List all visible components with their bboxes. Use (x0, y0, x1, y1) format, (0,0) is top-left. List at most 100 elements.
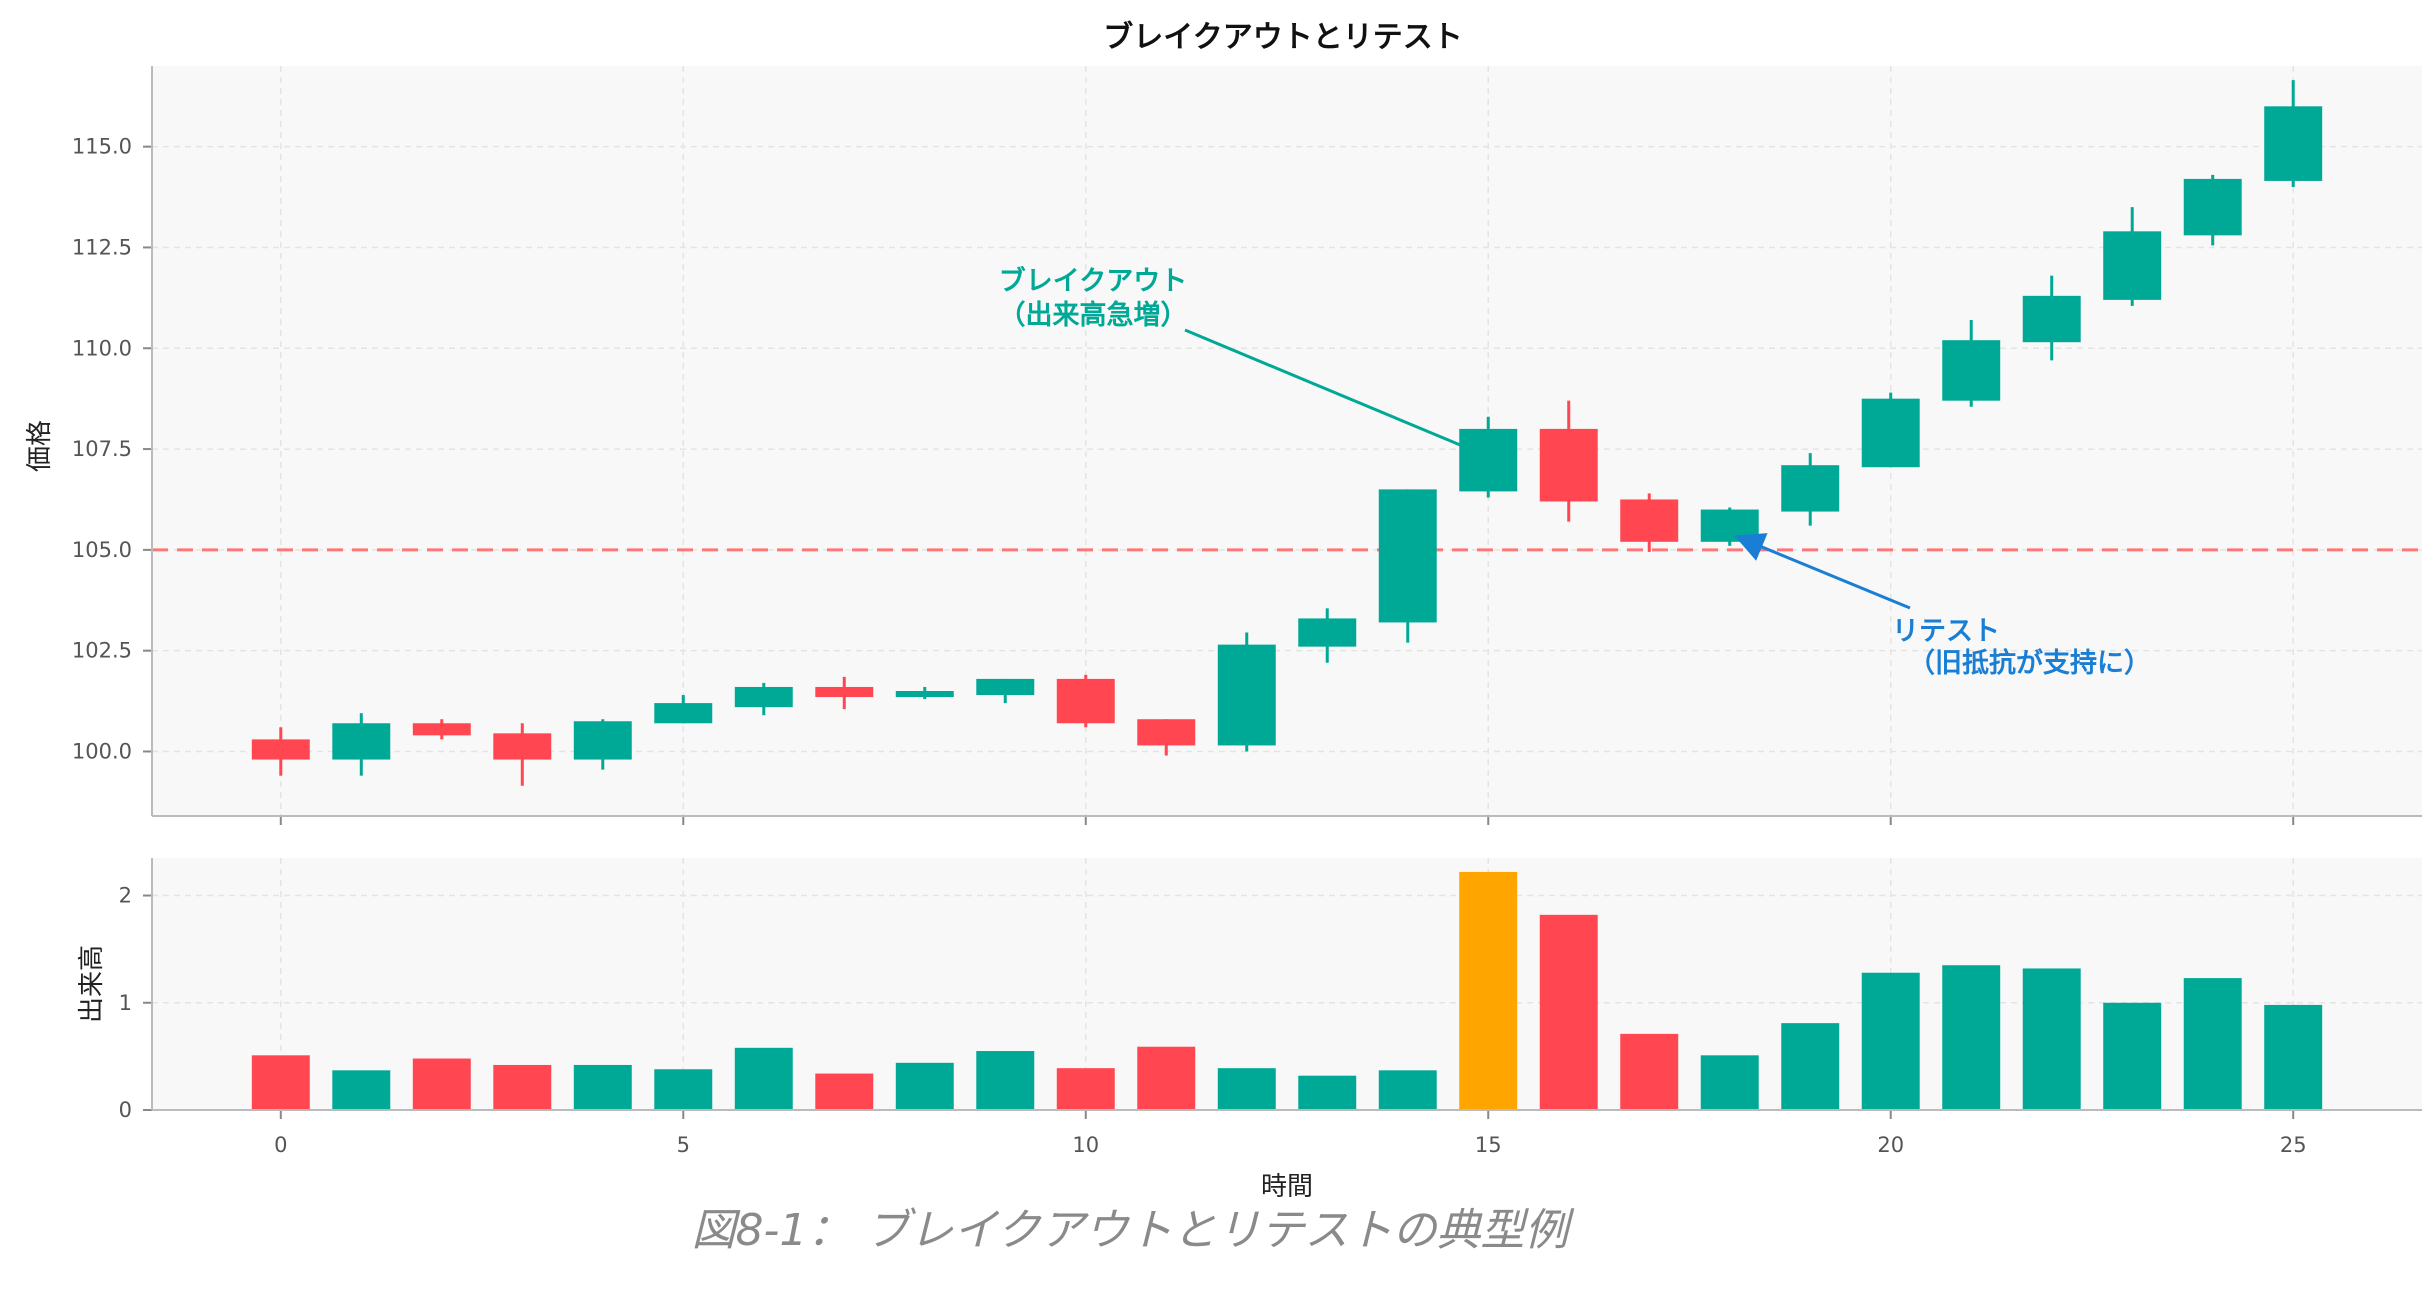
candle-24 (2183, 174, 2242, 246)
price-y-tick-label: 112.5 (72, 235, 132, 259)
breakout-annotation-line (1184, 328, 1461, 447)
candle-body (2103, 231, 2162, 300)
candle-1 (332, 713, 391, 776)
volume-bar-6 (734, 1047, 793, 1110)
volume-y-tick-label: 2 (119, 884, 132, 908)
candle-body (1459, 428, 1518, 492)
x-tick-label: 25 (2280, 1133, 2307, 1157)
candle-body (493, 733, 552, 760)
volume-bar-10 (1056, 1068, 1115, 1110)
candle-0 (251, 727, 310, 776)
candle-2 (412, 719, 471, 740)
volume-bar-8 (895, 1062, 954, 1110)
candle-body (1620, 499, 1679, 542)
retest-annotation-arrow (1734, 533, 1911, 610)
price-x-tick-marks (279, 816, 2295, 825)
x-tick-label: 0 (274, 1133, 287, 1157)
price-y-ticks: 100.0 102.5 105.0 107.5 110.0 112.5 115.0 (72, 135, 152, 763)
volume-bar-14 (1378, 1070, 1437, 1110)
price-panel-background (152, 66, 2422, 816)
volume-bar-25 (2264, 1004, 2323, 1110)
price-y-axis-label: 価格 (25, 420, 55, 472)
candle-10 (1056, 674, 1115, 728)
candle-body (734, 686, 793, 708)
volume-bar-20 (1861, 972, 1920, 1110)
breakout-annotation-text: ブレイクアウト (999, 265, 1187, 297)
price-y-tick-label: 110.0 (72, 336, 132, 360)
x-tick-label: 20 (1877, 1133, 1904, 1157)
volume-bar-17 (1620, 1033, 1679, 1110)
candle-body (1861, 398, 1920, 468)
candle-body (1137, 719, 1196, 746)
volume-bar-15 (1459, 871, 1518, 1110)
volume-bar-7 (815, 1073, 874, 1110)
breakout-annotation-text: （出来高急増） (999, 299, 1188, 331)
candle-body (2022, 295, 2081, 343)
candle-body (1700, 509, 1759, 542)
candle-body (1056, 678, 1115, 724)
candle-body (573, 721, 632, 760)
candle-9 (976, 678, 1035, 704)
volume-y-ticks: 0 1 2 (119, 884, 152, 1122)
volume-bar-series (251, 871, 2323, 1110)
candle-5 (654, 695, 713, 724)
candle-13 (1298, 608, 1357, 663)
candle-body (1378, 489, 1437, 623)
candle-body (2264, 106, 2323, 181)
volume-bar-3 (493, 1064, 552, 1110)
candle-body (1298, 618, 1357, 647)
candle-15 (1459, 416, 1518, 498)
chart-title: ブレイクアウトとリテスト (1103, 20, 1462, 55)
candle-14 (1378, 489, 1437, 643)
volume-bar-22 (2022, 968, 2081, 1110)
candle-25 (2264, 80, 2323, 187)
candle-19 (1781, 453, 1840, 526)
candle-body (251, 739, 310, 760)
volume-y-tick-label: 1 (119, 991, 132, 1015)
x-tick-label: 5 (677, 1133, 690, 1157)
volume-bar-4 (573, 1064, 632, 1110)
volume-bar-9 (976, 1051, 1035, 1110)
candle-12 (1217, 632, 1276, 752)
candlestick-series (251, 80, 2323, 786)
volume-bar-12 (1217, 1068, 1276, 1110)
price-y-tick-label: 102.5 (72, 639, 132, 663)
price-y-tick-label: 107.5 (72, 437, 132, 461)
candle-17 (1620, 493, 1679, 552)
candle-body (815, 686, 874, 698)
candle-20 (1861, 392, 1920, 468)
volume-bar-18 (1700, 1055, 1759, 1110)
candle-body (1217, 644, 1276, 746)
retest-annotation-text: リテスト (1892, 616, 2000, 647)
volume-x-ticks: 0 5 10 15 20 25 (274, 1110, 2307, 1157)
candle-body (895, 691, 954, 698)
volume-bar-1 (332, 1070, 391, 1110)
volume-bar-13 (1298, 1075, 1357, 1110)
price-y-tick-label: 100.0 (72, 739, 132, 763)
candle-3 (493, 723, 552, 786)
candle-11 (1137, 719, 1196, 756)
candle-4 (573, 719, 632, 770)
retest-annotation-text: （旧抵抗が支持に） (1908, 647, 2151, 679)
candle-8 (895, 686, 954, 700)
x-tick-label: 10 (1072, 1133, 1099, 1157)
volume-bar-21 (1942, 965, 2001, 1110)
candle-body (1942, 340, 2001, 401)
volume-bar-24 (2183, 978, 2242, 1110)
volume-bar-19 (1781, 1023, 1840, 1110)
annotations: ブレイクアウト（出来高急増） リテスト（旧抵抗が支持に） (999, 265, 2152, 679)
price-y-tick-label: 115.0 (72, 135, 132, 159)
candle-body (654, 703, 713, 724)
volume-bar-0 (251, 1055, 310, 1110)
volume-y-tick-label: 0 (119, 1098, 132, 1122)
candle-body (2183, 178, 2242, 236)
candle-body (1781, 465, 1840, 512)
candle-23 (2103, 207, 2162, 306)
candle-body (1539, 428, 1598, 502)
volume-bar-23 (2103, 1002, 2162, 1110)
volume-bar-11 (1137, 1046, 1196, 1110)
candle-body (412, 723, 471, 736)
candle-16 (1539, 400, 1598, 522)
volume-bar-5 (654, 1069, 713, 1110)
